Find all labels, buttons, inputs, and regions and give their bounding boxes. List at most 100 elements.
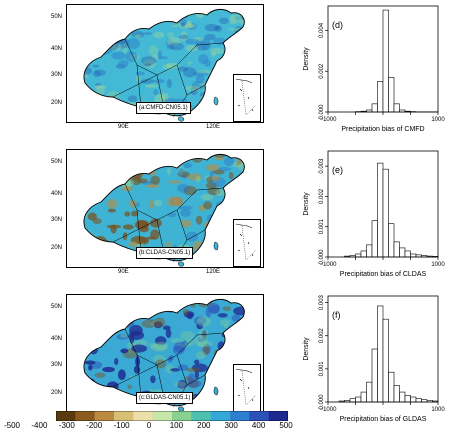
field-blob [106, 224, 122, 229]
field-blob [155, 336, 167, 346]
field-blob [167, 31, 175, 38]
colorbar-tick-label: 300 [224, 421, 238, 430]
histogram-bar [399, 391, 406, 403]
field-blob [239, 18, 245, 25]
map-frame: (a:CMFD-CN05.1) [66, 4, 264, 123]
colorbar-swatch [191, 411, 211, 421]
field-blob [195, 73, 205, 84]
field-blob [211, 175, 220, 182]
field-blob [206, 176, 213, 183]
field-blob [84, 360, 96, 365]
field-blob [219, 319, 231, 327]
lat-tick-label: 40N [50, 191, 62, 197]
field-blob [193, 316, 207, 326]
field-blob [194, 335, 208, 347]
colorbar-swatch [133, 411, 153, 421]
field-blob [131, 31, 145, 38]
field-blob [170, 338, 184, 343]
field-blob [120, 348, 129, 354]
field-blob [131, 344, 147, 353]
colorbar-tick-label: -500 [3, 421, 21, 430]
field-blob [153, 354, 166, 364]
map-panel-2: 50N 40N 30N 20N 90E 120E (b:CLDAS-CN05.1) [0, 145, 280, 285]
field-blob [92, 64, 100, 68]
field-blob [145, 84, 159, 88]
field-blob [178, 66, 189, 72]
histogram-bar [388, 77, 395, 113]
histogram-bar [366, 381, 373, 403]
field-blob [94, 85, 107, 89]
field-blob [116, 334, 129, 340]
y-tick-label: 0.000 [319, 394, 325, 410]
field-blob [173, 341, 186, 353]
field-blob [167, 180, 182, 184]
field-blob [193, 359, 200, 365]
china-map [67, 5, 263, 122]
x-tick-label: −1000 [320, 117, 338, 123]
field-blob [126, 38, 141, 50]
field-blob [162, 325, 171, 331]
field-blob [195, 38, 211, 47]
field-blob [150, 229, 160, 240]
field-blob [150, 319, 155, 325]
field-blob [153, 31, 165, 39]
field-blob [196, 341, 213, 348]
map-panel-label: (a:CMFD-CN05.1) [136, 102, 191, 114]
field-blob [87, 212, 97, 221]
field-blob [166, 36, 181, 46]
field-blob [157, 56, 169, 60]
field-blob [203, 343, 211, 355]
field-blob [165, 328, 172, 339]
field-blob [106, 199, 118, 209]
field-blob [174, 381, 187, 387]
field-blob [153, 388, 163, 393]
field-blob [178, 386, 188, 391]
field-blob [206, 164, 220, 172]
panel-letter: (e) [332, 165, 343, 175]
field-blob [107, 208, 117, 213]
lat-tick-label: 30N [50, 217, 62, 223]
field-blob [83, 66, 93, 76]
field-blob [191, 363, 208, 373]
y-tick-label: 0.002 [319, 188, 325, 204]
field-blob [215, 25, 221, 30]
histogram-chart: −1000 1000 0.000 0.002 0.004 Density Precipita… [303, 5, 445, 133]
field-blob [186, 312, 194, 320]
field-blob [177, 380, 187, 390]
field-blob [119, 333, 128, 339]
field-blob [180, 219, 192, 228]
field-blob [227, 27, 241, 31]
field-blob [214, 154, 226, 158]
map-frame: (c:GLDAS-CN05.1) [66, 294, 264, 413]
histogram-bar [393, 103, 400, 113]
lat-tick-label: 20N [50, 245, 62, 251]
histogram-panel-3: −1000 1000 0.000 0.001 0.002 0.003 Density Prec… [288, 290, 474, 430]
x-axis-label: Precipitation bias of CLDAS [340, 271, 427, 278]
field-blob [148, 45, 159, 56]
field-blob [114, 357, 119, 366]
field-blob [153, 199, 163, 207]
histogram-bar [404, 250, 411, 258]
field-blob [183, 23, 196, 29]
field-blob [212, 169, 225, 175]
field-blob [195, 215, 203, 225]
field-blob [180, 330, 195, 341]
field-blob [180, 209, 192, 217]
histogram-bar [360, 250, 367, 258]
field-blob [150, 175, 161, 186]
field-blob [196, 316, 212, 327]
field-blob [141, 319, 157, 328]
field-blob [128, 330, 145, 341]
field-blob [143, 31, 153, 36]
field-blob [178, 166, 185, 176]
field-blob [138, 226, 150, 233]
colorbar [55, 408, 289, 422]
histogram-panel-2: −1000 1000 0.000 0.001 0.002 0.003 Density Prec… [288, 145, 474, 285]
histogram-bar [410, 396, 417, 403]
x-tick-label: 1000 [431, 407, 445, 413]
x-tick-label: −1000 [320, 407, 338, 413]
field-blob [170, 368, 180, 372]
histogram-bar [382, 318, 389, 403]
field-blob [94, 69, 106, 76]
